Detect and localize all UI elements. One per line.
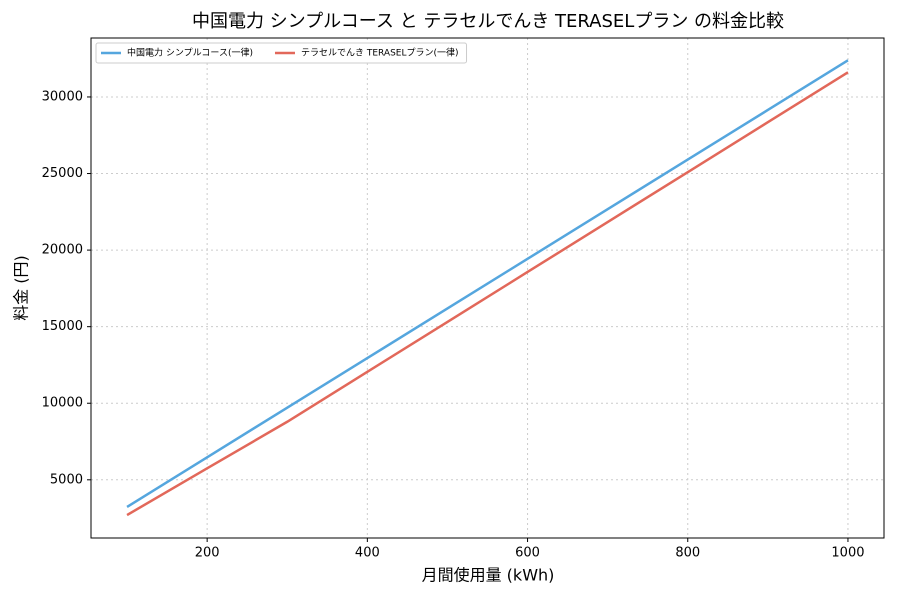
series-line — [126, 59, 849, 508]
x-tick-label: 200 — [195, 546, 220, 561]
y-tick-label: 5000 — [50, 472, 83, 487]
plot-frame — [90, 37, 885, 539]
legend-label: 中国電力 シンプルコース(一律) — [127, 47, 253, 59]
x-tick-label: 400 — [355, 546, 380, 561]
x-tick-label: 1000 — [831, 546, 864, 561]
x-tick-label: 600 — [515, 546, 540, 561]
y-axis-label: 料金 (円) — [12, 255, 31, 321]
y-tick-label: 15000 — [42, 319, 83, 334]
y-tick-label: 10000 — [42, 396, 83, 411]
x-tick-label: 800 — [675, 546, 700, 561]
chart-title: 中国電力 シンプルコース と テラセルでんき TERASELプラン の料金比較 — [192, 11, 784, 32]
y-tick-label: 25000 — [42, 166, 83, 181]
y-tick-label: 30000 — [42, 89, 83, 104]
x-axis-label: 月間使用量 (kWh) — [422, 566, 555, 585]
legend-label: テラセルでんき TERASELプラン(一律) — [301, 47, 459, 59]
legend: 中国電力 シンプルコース(一律) テラセルでんき TERASELプラン(一律) — [95, 42, 468, 64]
y-tick-label: 20000 — [42, 243, 83, 258]
series-line — [126, 71, 849, 517]
